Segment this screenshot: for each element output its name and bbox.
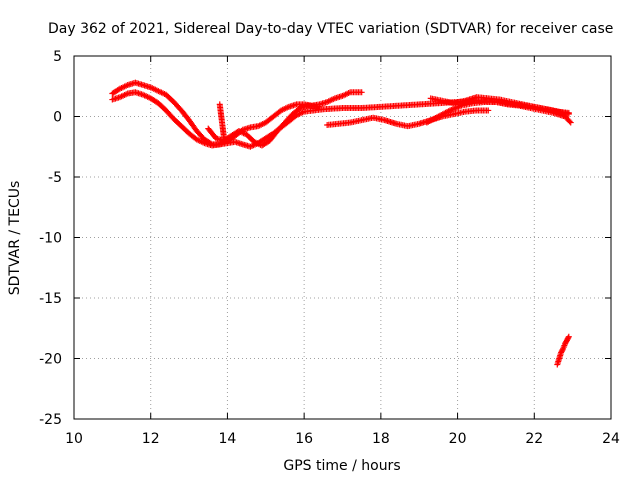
data-point [358, 89, 365, 96]
y-tick-label: -10 [39, 231, 62, 247]
data-point [565, 333, 572, 340]
series-arc-1 [109, 79, 365, 148]
series-arc-4 [216, 101, 228, 144]
y-tick-label: 0 [53, 110, 62, 126]
series-arc-7 [427, 94, 572, 116]
data-points [109, 79, 574, 368]
y-tick-label: -5 [48, 170, 62, 186]
x-tick-label: 24 [602, 431, 620, 447]
data-point [566, 118, 573, 125]
x-tick-label: 14 [219, 431, 237, 447]
y-axis-title: SDTVAR / TECUs [7, 181, 23, 296]
y-tick-label: -20 [39, 352, 62, 368]
data-point [485, 107, 492, 114]
x-tick-label: 22 [525, 431, 543, 447]
data-point [221, 137, 228, 144]
y-tick-label: 5 [53, 49, 62, 65]
series-arc-8 [554, 333, 572, 368]
x-axis-tick-labels: 10 12 14 16 18 20 22 24 [65, 431, 620, 447]
x-tick-label: 12 [142, 431, 160, 447]
y-axis-tick-labels: 5 0 -5 -10 -15 -20 -25 [39, 49, 62, 428]
data-point [567, 119, 574, 126]
x-axis-title: GPS time / hours [283, 458, 400, 474]
x-tick-label: 20 [449, 431, 467, 447]
data-point [559, 347, 566, 354]
x-tick-label: 18 [372, 431, 390, 447]
series-arc-3 [205, 102, 323, 149]
y-tick-label: -25 [39, 412, 62, 428]
data-point [565, 109, 572, 116]
chart-title: Day 362 of 2021, Sidereal Day-to-day VTE… [48, 21, 613, 37]
y-tick-label: -15 [39, 291, 62, 307]
axis-ticks [73, 55, 612, 420]
data-point [316, 103, 323, 110]
data-point [565, 334, 572, 341]
x-tick-label: 16 [295, 431, 313, 447]
x-tick-label: 10 [65, 431, 83, 447]
